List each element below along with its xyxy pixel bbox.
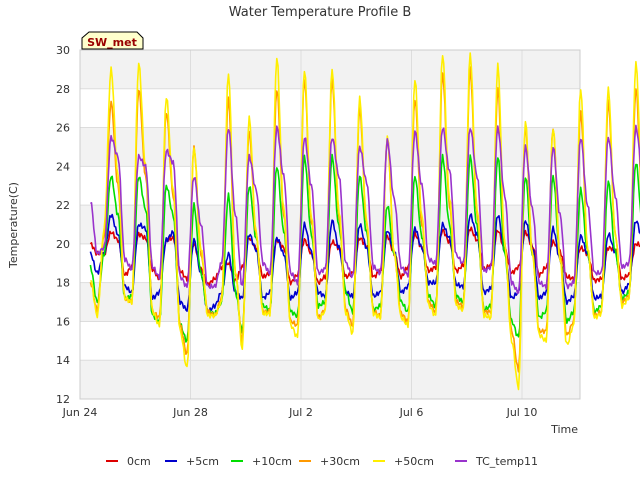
legend-item: +5cm	[165, 455, 219, 468]
annotation-text: SW_met	[87, 36, 137, 49]
series-line-tc-temp11	[89, 124, 640, 294]
plot-frame	[79, 49, 581, 400]
legend-label: 0cm	[127, 455, 151, 468]
y-axis-label: Temperature(C)	[7, 182, 20, 269]
legend: 0cm +5cm +10cm +30cm +50cm TC_temp11	[106, 455, 538, 468]
x-tick-label: Jul 6	[399, 406, 424, 419]
chart-title: Water Temperature Profile B	[229, 5, 412, 20]
plot-band	[80, 321, 580, 361]
y-tick-label: 26	[56, 122, 70, 135]
y-tick-label: 12	[56, 393, 70, 406]
y-axis-ticks: 12 14 16 18 20 22 24 26 28 30	[56, 44, 70, 406]
legend-item: 0cm	[106, 455, 151, 468]
x-axis-ticks: Jun 24 Jun 28 Jul 2 Jul 6 Jul 10	[62, 406, 538, 419]
series-line-5cm	[89, 213, 640, 314]
x-tick-label: Jul 10	[506, 406, 538, 419]
legend-item: +50cm	[373, 455, 434, 468]
y-tick-label: 24	[56, 160, 70, 173]
series-layer	[89, 52, 640, 391]
legend-label: +30cm	[320, 455, 360, 468]
legend-label: TC_temp11	[475, 455, 538, 468]
y-tick-label: 28	[56, 83, 70, 96]
annotation-tag-shape	[81, 31, 144, 50]
series-line-10cm	[89, 153, 640, 343]
y-tick-label: 14	[56, 354, 70, 367]
x-tick-label: Jun 24	[62, 406, 98, 419]
y-tick-label: 18	[56, 277, 70, 290]
plot-band	[80, 282, 580, 322]
x-axis-label: Time	[550, 423, 578, 436]
legend-label: +10cm	[252, 455, 292, 468]
plot-band	[80, 360, 580, 399]
legend-item: +10cm	[231, 455, 292, 468]
legend-label: +5cm	[186, 455, 219, 468]
series-line-50cm	[89, 52, 640, 391]
y-tick-label: 20	[56, 238, 70, 251]
plot-band	[80, 50, 580, 89]
legend-item: TC_temp11	[455, 455, 538, 468]
legend-item: +30cm	[299, 455, 360, 468]
x-tick-label: Jun 28	[172, 406, 208, 419]
y-tick-label: 22	[56, 199, 70, 212]
y-tick-label: 16	[56, 315, 70, 328]
site-annotation: SW_met	[81, 31, 144, 50]
legend-label: +50cm	[394, 455, 434, 468]
y-tick-label: 30	[56, 44, 70, 57]
x-tick-label: Jul 2	[288, 406, 313, 419]
